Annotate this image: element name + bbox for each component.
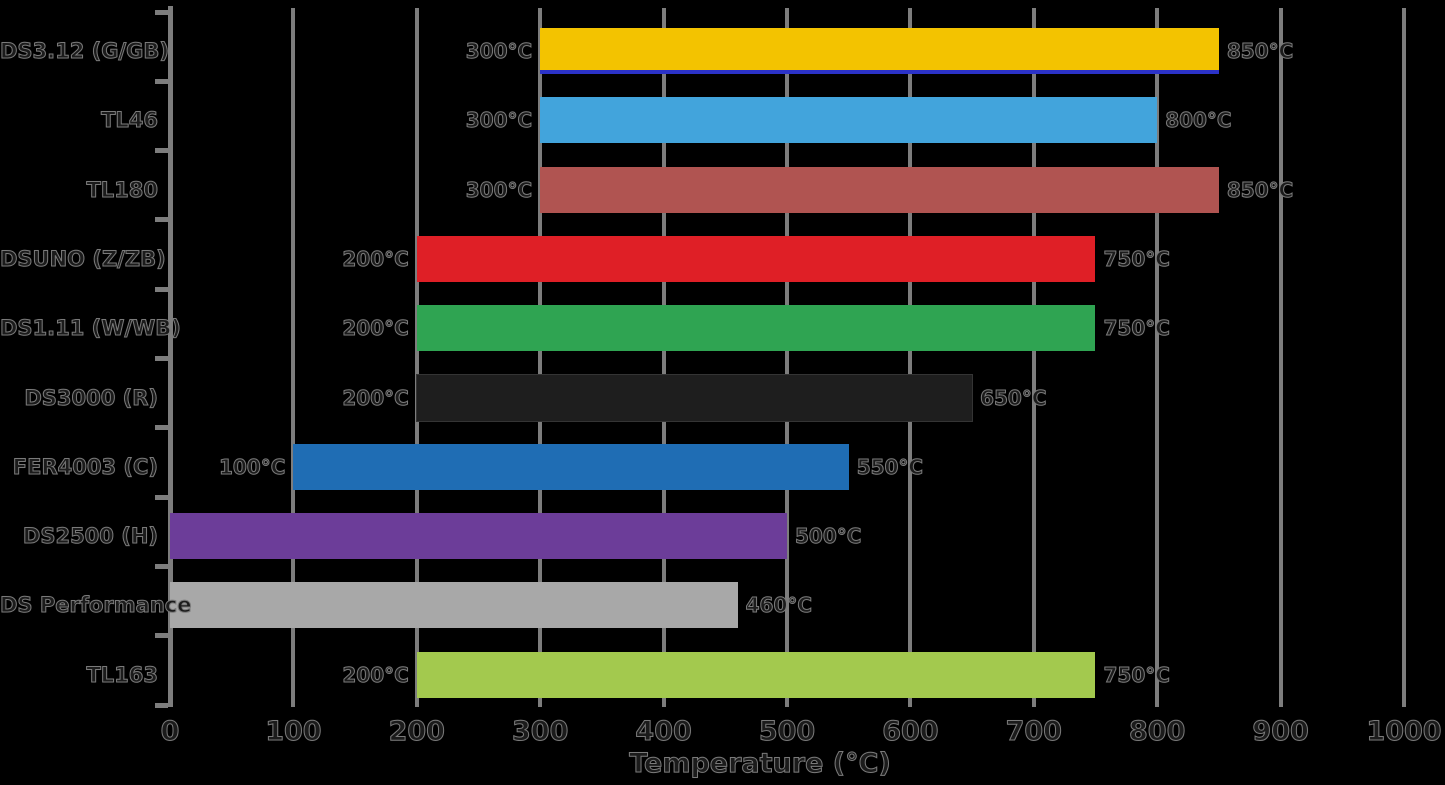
bar-min-label: 300°C [465,177,533,202]
x-tick-label-1000: 1000 [1366,716,1442,748]
y-axis-tick [155,9,168,15]
category-label: FER4003 (C) [12,454,158,479]
y-axis-tick [155,217,168,223]
gridline-900 [1278,8,1283,707]
y-axis-tick [155,78,168,84]
bar-min-label: 300°C [465,108,533,133]
bar-max-label: 850°C [1226,39,1294,64]
bar-min-label: 200°C [342,385,409,410]
bar-max-label: 750°C [1103,246,1170,271]
bar-ds1-11-w-wb- [416,305,1096,352]
x-tick-label-700: 700 [1005,716,1062,748]
gridline-100 [291,8,296,707]
category-label: TL163 [86,662,159,687]
y-axis-tick [155,425,168,431]
x-tick-label-300: 300 [511,716,569,748]
y-axis-tick [155,286,168,292]
gridline-300 [538,8,543,707]
y-axis-tick [155,356,168,361]
bar-min-label: 200°C [342,316,409,341]
y-axis-tick [155,148,168,154]
x-tick-label-100: 100 [265,716,322,748]
category-label: DS Performance [0,593,192,618]
x-tick-label-0: 0 [160,716,180,748]
y-axis-tick [155,563,168,569]
category-label: DS1.11 (W/WB) [0,316,181,341]
x-tick-label-500: 500 [758,716,816,748]
bar-dsuno-z-zb- [416,235,1096,282]
bar-max-label: 550°C [856,454,924,479]
bar-ds3-12-g-gb- [540,28,1219,74]
gridline-800 [1155,8,1160,707]
x-tick-label-200: 200 [388,716,445,748]
bar-fer4003-c- [293,443,849,490]
category-label: DS3.12 (G/GB) [0,39,170,64]
gridline-700 [1031,8,1036,707]
x-axis-title: Temperature (°C) [629,748,892,780]
bar-max-label: 460°C [745,593,813,618]
category-label: DS3000 (R) [24,385,159,410]
category-label: TL180 [86,177,159,202]
gridline-600 [908,8,913,707]
bar-max-label: 500°C [794,524,862,549]
bar-min-label: 100°C [218,454,286,479]
bar-max-label: 750°C [1103,662,1170,687]
bar-min-label: 200°C [342,662,409,687]
y-axis-line [168,6,173,707]
gridline-200 [414,8,419,707]
x-tick-label-800: 800 [1128,716,1186,748]
bar-tl180 [540,166,1219,213]
x-tick-label-900: 900 [1252,716,1309,748]
bar-max-label: 750°C [1103,316,1170,341]
bar-tl163 [416,651,1096,698]
bar-ds-performance [170,582,738,629]
y-axis-tick [155,494,168,500]
category-label: DSUNO (Z/ZB) [0,246,166,271]
category-label: DS2500 (H) [22,524,158,549]
bar-tl46 [540,97,1158,144]
bar-min-label: 200°C [342,246,409,271]
bar-ds2500-h- [170,513,787,560]
bar-max-label: 800°C [1165,108,1232,133]
y-axis-tick [155,702,168,708]
bar-min-label: 300°C [465,39,533,64]
gridline-1000 [1402,8,1406,707]
bar-max-label: 850°C [1226,177,1294,202]
y-axis-tick [155,633,168,639]
x-tick-label-400: 400 [635,716,692,748]
x-tick-label-600: 600 [882,716,939,748]
bar-max-label: 650°C [980,385,1047,410]
category-label: TL46 [101,108,159,133]
gridline-500 [785,8,789,707]
gridline-400 [661,8,666,707]
bar-ds3000-r- [415,373,974,422]
